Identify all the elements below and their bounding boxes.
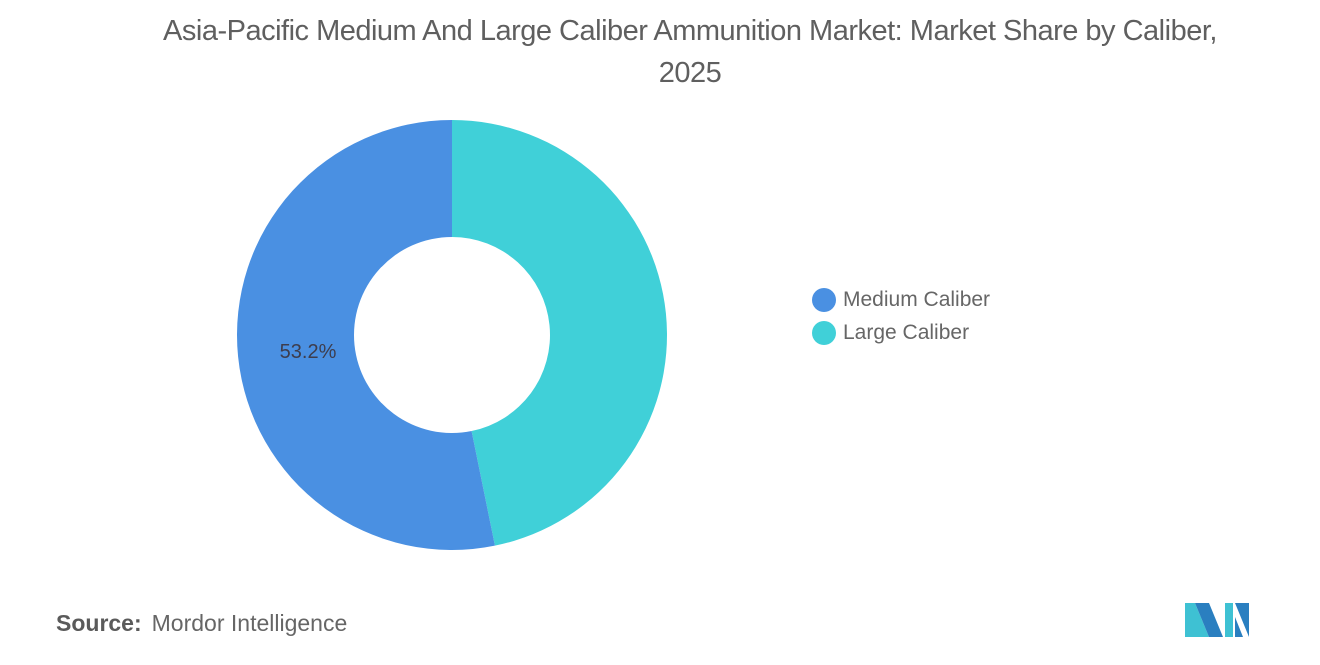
source-prefix: Source: [56, 610, 142, 636]
legend-item-medium-caliber[interactable]: Medium Caliber [812, 283, 990, 316]
source-note: Source: Mordor Intelligence [56, 610, 347, 637]
legend-label: Medium Caliber [843, 287, 991, 311]
large-caliber-swatch-icon [812, 320, 836, 345]
chart-title: Asia-Pacific Medium And Large Caliber Am… [163, 15, 1217, 89]
source-name: Mordor Intelligence [151, 610, 348, 636]
slice-medium-caliber[interactable] [236, 120, 495, 550]
medium-caliber-swatch-icon [812, 287, 836, 312]
mordor-intelligence-logo-icon [1185, 603, 1249, 637]
legend: Medium Caliber Large Caliber [812, 283, 990, 349]
legend-label: Large Caliber [843, 320, 970, 344]
legend-item-large-caliber[interactable]: Large Caliber [812, 316, 990, 349]
slice-large-caliber[interactable] [452, 120, 667, 546]
medium-share-label: 53.2% [280, 341, 337, 363]
